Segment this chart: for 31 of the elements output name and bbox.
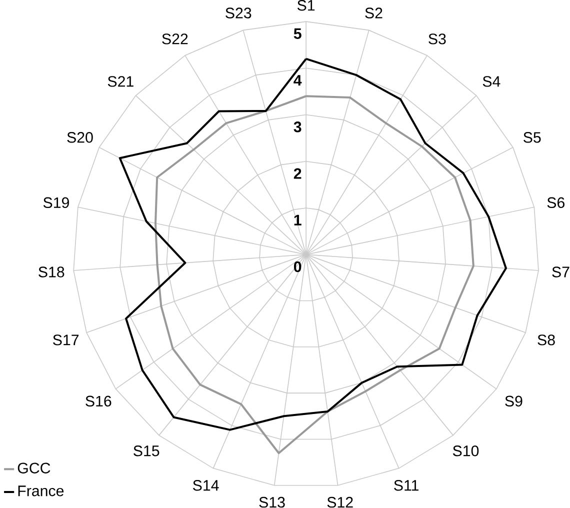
spoke-label: S14 (193, 480, 219, 491)
y-tick-label: 5 (294, 28, 302, 40)
spoke-label: S6 (547, 197, 564, 208)
spoke-label: S15 (134, 446, 160, 456)
y-tick-label: 4 (294, 75, 302, 86)
spoke-label: S9 (505, 396, 522, 407)
y-tick-label: 2 (294, 168, 302, 179)
spoke-label: S17 (53, 334, 79, 346)
spoke-label: S16 (86, 396, 112, 407)
spoke-label: S20 (67, 132, 93, 143)
y-tick-label: 3 (294, 122, 302, 132)
spoke-label: S8 (538, 334, 555, 346)
spoke-label: S13 (259, 497, 285, 508)
spoke-label: S21 (108, 76, 134, 87)
spoke-label: S3 (428, 34, 446, 44)
spoke-label: S19 (43, 197, 69, 208)
legend-label: France (18, 486, 64, 496)
spoke-label: S1 (297, 0, 315, 11)
legend-label: GCC (18, 462, 50, 474)
spoke-label: S23 (226, 8, 252, 19)
y-tick-label: 1 (294, 215, 302, 226)
spoke-label: S10 (452, 446, 479, 456)
spoke-label: S4 (482, 76, 500, 87)
spoke-label: S5 (524, 132, 541, 143)
spoke-label: S22 (162, 34, 188, 44)
spoke-label: S11 (394, 480, 418, 491)
spoke-label: S7 (552, 266, 570, 278)
spoke-label: S2 (365, 8, 382, 19)
spoke-label: S18 (38, 266, 64, 278)
y-tick-label: 0 (294, 262, 302, 272)
spoke-label: S12 (327, 497, 353, 508)
